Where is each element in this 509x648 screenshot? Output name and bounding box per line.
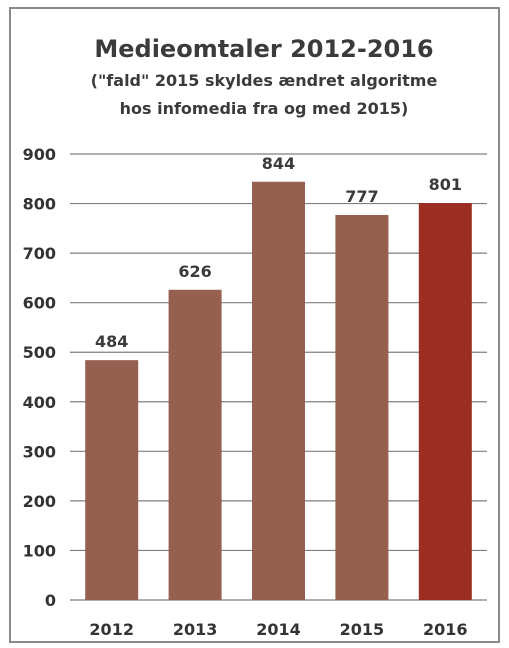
y-tick-label: 800 (23, 195, 56, 214)
data-labels: 484 626 844 777 801 (95, 154, 462, 351)
data-label-2016: 801 (429, 175, 462, 194)
chart-subtitle-line-2: hos infomedia fra og med 2015) (120, 99, 409, 118)
bar-2012 (85, 360, 139, 600)
y-tick-label: 300 (23, 442, 56, 461)
y-axis-tick-labels: 0 100 200 300 400 500 600 700 800 900 (23, 145, 56, 610)
bars (85, 181, 472, 601)
y-tick-label: 100 (23, 541, 56, 560)
data-label-2012: 484 (95, 332, 128, 351)
y-tick-label: 900 (23, 145, 56, 164)
x-tick-label-2012: 2012 (89, 620, 134, 639)
chart-subtitle-line-1: ("fald" 2015 skyldes ændret algoritme (91, 71, 438, 90)
data-label-2015: 777 (345, 187, 378, 206)
bar-2014 (252, 181, 305, 601)
bar-2016 (418, 203, 472, 600)
x-axis-tick-labels: 2012 2013 2014 2015 2016 (89, 620, 467, 639)
y-tick-label: 0 (45, 591, 56, 610)
y-tick-label: 400 (23, 393, 56, 412)
bar-2015 (335, 214, 389, 600)
x-tick-label-2015: 2015 (340, 620, 385, 639)
x-tick-label-2013: 2013 (173, 620, 218, 639)
y-tick-label: 200 (23, 492, 56, 511)
data-label-2014: 844 (262, 154, 295, 173)
chart-title: Medieomtaler 2012-2016 (94, 35, 433, 63)
bar-2013 (168, 289, 222, 600)
y-tick-label: 600 (23, 294, 56, 313)
data-label-2013: 626 (178, 262, 211, 281)
x-tick-label-2016: 2016 (423, 620, 468, 639)
y-tick-label: 700 (23, 244, 56, 263)
y-tick-label: 500 (23, 343, 56, 362)
x-tick-label-2014: 2014 (256, 620, 301, 639)
